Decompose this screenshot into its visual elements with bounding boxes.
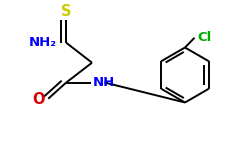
Text: NH₂: NH₂ (28, 36, 56, 48)
Text: NH: NH (93, 76, 116, 89)
Text: Cl: Cl (197, 31, 211, 44)
Text: S: S (61, 4, 72, 19)
Text: O: O (32, 92, 44, 107)
